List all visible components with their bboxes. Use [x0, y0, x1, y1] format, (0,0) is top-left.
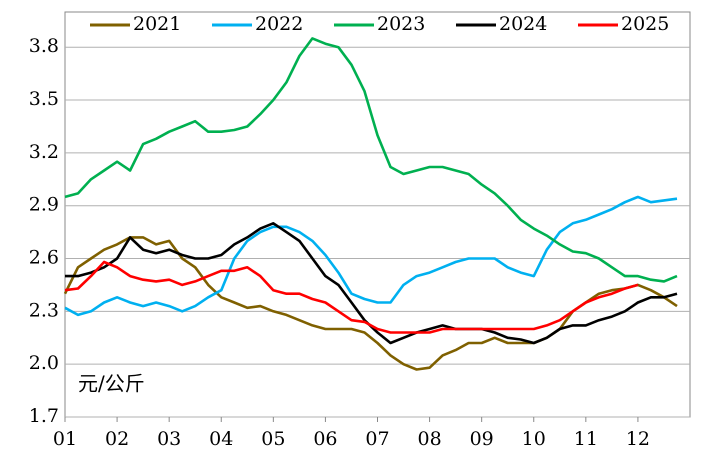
y-tick-label: 3.5 [29, 88, 59, 110]
series-line [64, 195, 678, 317]
x-tick-label: 02 [105, 428, 129, 450]
legend-label: 2024 [499, 13, 547, 35]
y-tick-label: 2.9 [29, 194, 59, 216]
y-tick-label: 3.2 [29, 141, 59, 163]
unit-annotation: 元/公斤 [78, 372, 145, 396]
x-tick-label: 06 [313, 428, 337, 450]
x-tick-label: 01 [53, 428, 77, 450]
y-tick-label: 2.3 [29, 299, 59, 321]
y-tick-label: 2.0 [29, 352, 59, 374]
x-tick-label: 08 [417, 428, 441, 450]
legend-label: 2025 [621, 13, 669, 35]
series-line [64, 260, 639, 334]
y-tick-label: 2.6 [29, 247, 59, 269]
x-tick-label: 11 [574, 428, 598, 450]
legend-label: 2023 [377, 13, 425, 35]
y-tick-label: 1.7 [29, 405, 59, 427]
x-tick-label: 04 [209, 428, 233, 450]
legend-label: 2022 [255, 13, 303, 35]
legend-label: 2021 [133, 13, 181, 35]
x-tick-label: 12 [626, 428, 650, 450]
plot-area [64, 11, 691, 418]
x-tick-label: 03 [157, 428, 181, 450]
x-tick-label: 10 [522, 428, 546, 450]
x-tick-label: 07 [365, 428, 389, 450]
y-tick-label: 3.8 [29, 35, 59, 57]
x-tick-label: 09 [470, 428, 494, 450]
series-line [64, 37, 678, 283]
x-tick-label: 05 [261, 428, 285, 450]
